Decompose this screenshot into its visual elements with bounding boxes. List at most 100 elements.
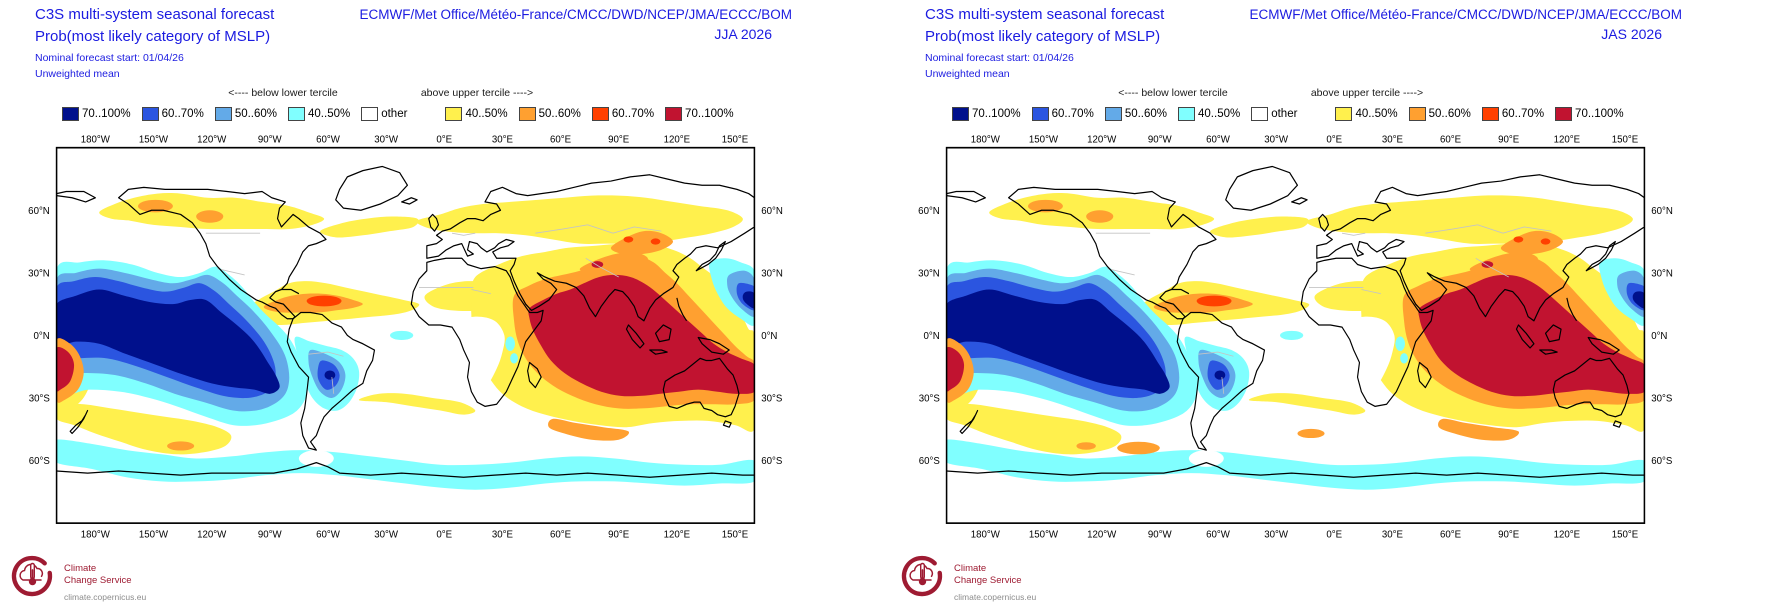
lon-tick-top: 0°E [436,134,452,145]
probability-legend: 70..100% 60..70% 50..60% 40..50% other 40..50… [62,107,745,121]
contour-fill-layer [946,193,1645,490]
lon-tick-top: 150°W [139,134,169,145]
lon-tick-bottom: 60°W [316,529,340,540]
lon-tick-bottom: 60°E [1440,529,1461,540]
logo-text: Climate Change Service [64,563,132,588]
lat-tick-right: 60°S [761,456,782,467]
lat-tick-left: 60°S [919,456,940,467]
lon-tick-bottom: 60°W [1206,529,1230,540]
legend-below-header: <---- below lower tercile [228,87,338,99]
legend-swatch [1104,107,1122,121]
lat-tick-left: 30°N [918,268,940,279]
legend-swatch [518,107,536,121]
lat-tick-left: 60°N [28,206,50,217]
legend-swatch [591,107,609,121]
lon-tick-top: 30°W [374,134,398,145]
lon-tick-top: 90°E [608,134,629,145]
world-map: 180°W 180°W 150°W 150°W 120°W 120°W 90°W 90°W 60… [28,134,783,541]
legend-item: 60..70% [1031,107,1094,121]
legend-item: 50..60% [1104,107,1167,121]
legend-swatch [1031,107,1049,121]
logo-text-line1: Climate [954,563,987,574]
header-right: ECMWF/Met Office/Météo-France/CMCC/DWD/N… [1190,7,1682,42]
logo-ring [11,555,53,597]
legend-item: 50..60% [1408,107,1471,121]
world-map: 180°W 180°W 150°W 150°W 120°W 120°W 90°W 90°W 60… [918,134,1673,541]
legend-label: 40..50% [465,108,508,120]
lat-tick-left: 30°S [919,393,940,404]
legend-label: 70..100% [82,108,131,120]
legend-label: other [1271,108,1298,120]
lon-tick-top: 120°E [664,134,691,145]
forecast-start-note: Nominal forecast start: 01/04/26 [925,52,1074,64]
logo-url: climate.copernicus.eu [954,592,1037,602]
lat-tick-right: 60°N [1651,206,1673,217]
panel-title: C3S multi-system seasonal forecast [925,6,1165,23]
legend-item: 40..50% [1335,107,1398,121]
lon-tick-top: 60°W [1206,134,1230,145]
lon-tick-top: 120°W [1087,134,1117,145]
lon-tick-bottom: 60°E [550,529,571,540]
legend-label: 70..100% [685,108,734,120]
legend-swatch [361,107,379,121]
lat-tick-right: 30°S [761,393,782,404]
lon-tick-top: 30°W [1264,134,1288,145]
country-border-layer [205,224,662,394]
lon-tick-top: 120°W [197,134,227,145]
logo-cloud [909,563,934,581]
panel-title: C3S multi-system seasonal forecast [35,6,275,23]
models-list: ECMWF/Met Office/Météo-France/CMCC/DWD/N… [1249,7,1682,22]
lon-tick-bottom: 120°W [197,529,227,540]
coastline-layer [946,165,1645,478]
legend-label: 50..60% [1428,108,1471,120]
legend-above-header: above upper tercile ----> [1310,87,1424,99]
lat-tick-left: 30°S [29,393,50,404]
lat-tick-right: 30°N [1651,268,1673,279]
lon-tick-top: 60°E [550,134,571,145]
weighting-note: Unweighted mean [925,68,1010,80]
lon-tick-bottom: 90°W [1148,529,1172,540]
probability-legend: 70..100% 60..70% 50..60% 40..50% other 40..50… [952,107,1635,121]
lat-tick-right: 60°S [1651,456,1672,467]
lat-tick-right: 0°N [761,331,777,342]
lon-tick-bottom: 150°W [139,529,169,540]
lat-tick-left: 30°N [28,268,50,279]
legend-item: 70..100% [1555,107,1624,121]
legend-item: other [361,107,407,121]
lon-tick-top: 180°W [971,134,1001,145]
lon-tick-top: 150°E [722,134,749,145]
legend-below-header: <---- below lower tercile [1118,87,1228,99]
lon-tick-top: 60°W [316,134,340,145]
lon-tick-bottom: 180°W [81,529,111,540]
copernicus-logo [11,555,53,597]
legend-above-header: above upper tercile ----> [420,87,534,99]
forecast-period: JAS 2026 [1601,26,1662,42]
copernicus-footer: Climate Change Service climate.copernicus… [898,550,1158,605]
legend-label: 40..50% [1198,108,1241,120]
lon-tick-bottom: 90°W [258,529,282,540]
lon-tick-bottom: 0°E [436,529,452,540]
lon-tick-bottom: 120°E [664,529,691,540]
legend-swatch [141,107,159,121]
lon-tick-bottom: 0°E [1326,529,1342,540]
legend-label: 40..50% [308,108,351,120]
map-frame [945,146,1646,524]
lat-tick-right: 30°N [761,268,783,279]
weighting-note: Unweighted mean [35,68,120,80]
legend-swatch [1178,107,1196,121]
lon-tick-top: 150°E [1612,134,1639,145]
legend-item: 70..100% [952,107,1021,121]
legend-label: other [381,108,408,120]
coastline-layer [56,165,755,478]
logo-ring [901,555,943,597]
legend-swatch [1555,107,1573,121]
lon-tick-top: 90°E [1498,134,1519,145]
legend-item: 60..70% [591,107,654,121]
legend-swatch [665,107,683,121]
legend-item: 70..100% [62,107,131,121]
legend-item: 70..100% [665,107,734,121]
lon-tick-bottom: 30°W [374,529,398,540]
header-right: ECMWF/Met Office/Météo-France/CMCC/DWD/N… [300,7,792,42]
lon-tick-top: 90°W [1148,134,1172,145]
